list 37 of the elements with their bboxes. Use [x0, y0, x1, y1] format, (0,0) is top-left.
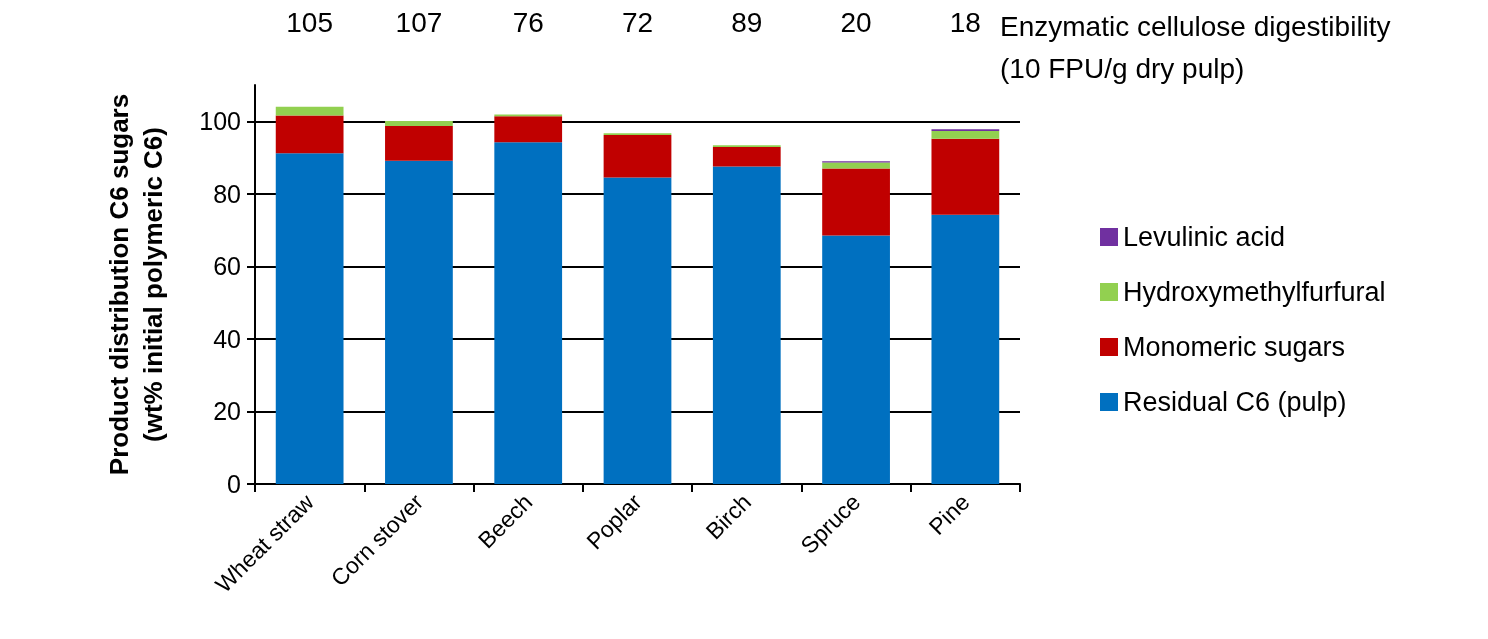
text: 20 — [840, 6, 872, 38]
bar — [603, 135, 672, 178]
text: 107 — [395, 6, 443, 38]
bar — [712, 166, 781, 484]
legend-label: Hydroxymethylfurfural — [1123, 277, 1386, 307]
bar — [822, 168, 890, 236]
legend-label: Levulinic acid — [1123, 222, 1286, 252]
bar — [494, 142, 563, 484]
bar — [931, 214, 1000, 484]
text: 105 — [286, 6, 333, 38]
bar — [275, 115, 344, 154]
y-tick-label: 80 — [213, 179, 241, 208]
y-tick-label: 100 — [199, 107, 241, 136]
y-tick-label: 0 — [227, 470, 241, 498]
bar — [385, 125, 453, 161]
legend-label: Monomeric sugars — [1123, 332, 1346, 362]
bar — [385, 120, 453, 126]
text: 18 — [949, 6, 981, 38]
bar — [931, 131, 1000, 139]
bar — [275, 106, 344, 116]
bar — [931, 138, 1000, 215]
bar — [275, 153, 344, 484]
bar — [822, 235, 890, 484]
text: 89 — [731, 6, 763, 38]
legend-label: Residual C6 (pulp) — [1123, 387, 1347, 417]
bar — [385, 160, 453, 484]
y-tick-label: 60 — [213, 252, 241, 281]
y-tick-label: 20 — [213, 397, 241, 426]
bar — [603, 177, 672, 484]
x-tick-label: Pine — [923, 488, 975, 540]
bar — [712, 147, 781, 167]
text: 72 — [621, 6, 654, 38]
y-axis-title: Product distribution C6 sugars (wt% initial polymeric C6) — [104, 93, 168, 476]
y-tick-label: 40 — [213, 324, 241, 353]
text: 76 — [512, 6, 544, 38]
text: Enzymatic cellulose digestibility (10 FPU/g dry pulp) — [1000, 10, 1391, 84]
bar — [494, 116, 563, 143]
